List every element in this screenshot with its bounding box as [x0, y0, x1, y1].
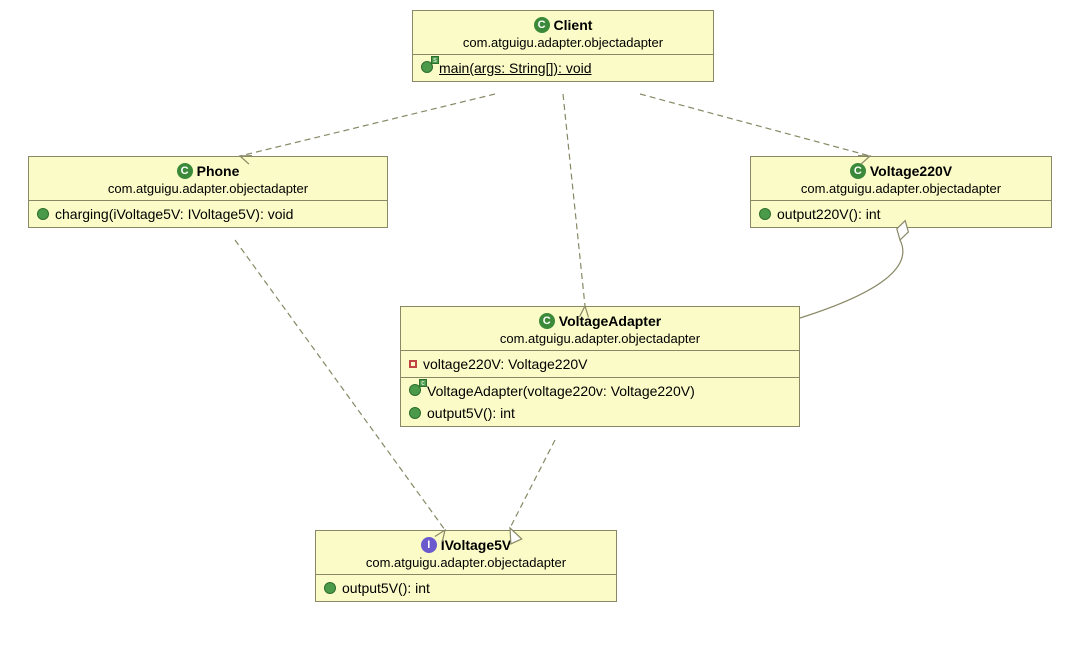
method-signature: output5V(): int [427, 405, 515, 421]
public-icon [409, 407, 421, 419]
constructor-badge: c [419, 379, 427, 387]
methods-section: output5V(): int [316, 575, 616, 601]
method-row: c VoltageAdapter(voltage220v: Voltage220… [401, 380, 799, 402]
methods-section: charging(iVoltage5V: IVoltage5V): void [29, 201, 387, 227]
methods-section: c VoltageAdapter(voltage220v: Voltage220… [401, 377, 799, 426]
class-name: VoltageAdapter [559, 313, 661, 329]
class-icon: C [850, 163, 866, 179]
method-row: output5V(): int [316, 577, 616, 599]
class-header: C Client com.atguigu.adapter.objectadapt… [413, 11, 713, 55]
class-name: Phone [197, 163, 240, 179]
field-signature: voltage220V: Voltage220V [423, 356, 588, 372]
method-signature: output220V(): int [777, 206, 881, 222]
class-icon: C [177, 163, 193, 179]
class-voltageadapter: C VoltageAdapter com.atguigu.adapter.obj… [400, 306, 800, 427]
methods-section: output220V(): int [751, 201, 1051, 227]
interface-ivoltage5v: I IVoltage5V com.atguigu.adapter.objecta… [315, 530, 617, 602]
interface-icon: I [421, 537, 437, 553]
method-row: output220V(): int [751, 203, 1051, 225]
class-header: I IVoltage5V com.atguigu.adapter.objecta… [316, 531, 616, 575]
method-signature: output5V(): int [342, 580, 430, 596]
package-label: com.atguigu.adapter.objectadapter [421, 33, 705, 50]
private-icon [409, 360, 417, 368]
class-client: C Client com.atguigu.adapter.objectadapt… [412, 10, 714, 82]
class-name: IVoltage5V [441, 537, 512, 553]
method-signature: main(args: String[]): void [439, 60, 592, 76]
class-name: Client [554, 17, 593, 33]
package-label: com.atguigu.adapter.objectadapter [324, 553, 608, 570]
package-label: com.atguigu.adapter.objectadapter [759, 179, 1043, 196]
class-header: C Phone com.atguigu.adapter.objectadapte… [29, 157, 387, 201]
class-header: C Voltage220V com.atguigu.adapter.object… [751, 157, 1051, 201]
field-row: voltage220V: Voltage220V [401, 353, 799, 375]
methods-section: s main(args: String[]): void [413, 55, 713, 81]
class-voltage220v: C Voltage220V com.atguigu.adapter.object… [750, 156, 1052, 228]
class-phone: C Phone com.atguigu.adapter.objectadapte… [28, 156, 388, 228]
package-label: com.atguigu.adapter.objectadapter [37, 179, 379, 196]
static-badge: s [431, 56, 439, 64]
method-signature: charging(iVoltage5V: IVoltage5V): void [55, 206, 293, 222]
public-icon [37, 208, 49, 220]
public-icon [759, 208, 771, 220]
fields-section: voltage220V: Voltage220V [401, 351, 799, 377]
class-header: C VoltageAdapter com.atguigu.adapter.obj… [401, 307, 799, 351]
method-row: output5V(): int [401, 402, 799, 424]
method-signature: VoltageAdapter(voltage220v: Voltage220V) [427, 383, 695, 399]
package-label: com.atguigu.adapter.objectadapter [409, 329, 791, 346]
public-icon [324, 582, 336, 594]
class-icon: C [534, 17, 550, 33]
class-name: Voltage220V [870, 163, 952, 179]
method-row: charging(iVoltage5V: IVoltage5V): void [29, 203, 387, 225]
method-row: s main(args: String[]): void [413, 57, 713, 79]
class-icon: C [539, 313, 555, 329]
